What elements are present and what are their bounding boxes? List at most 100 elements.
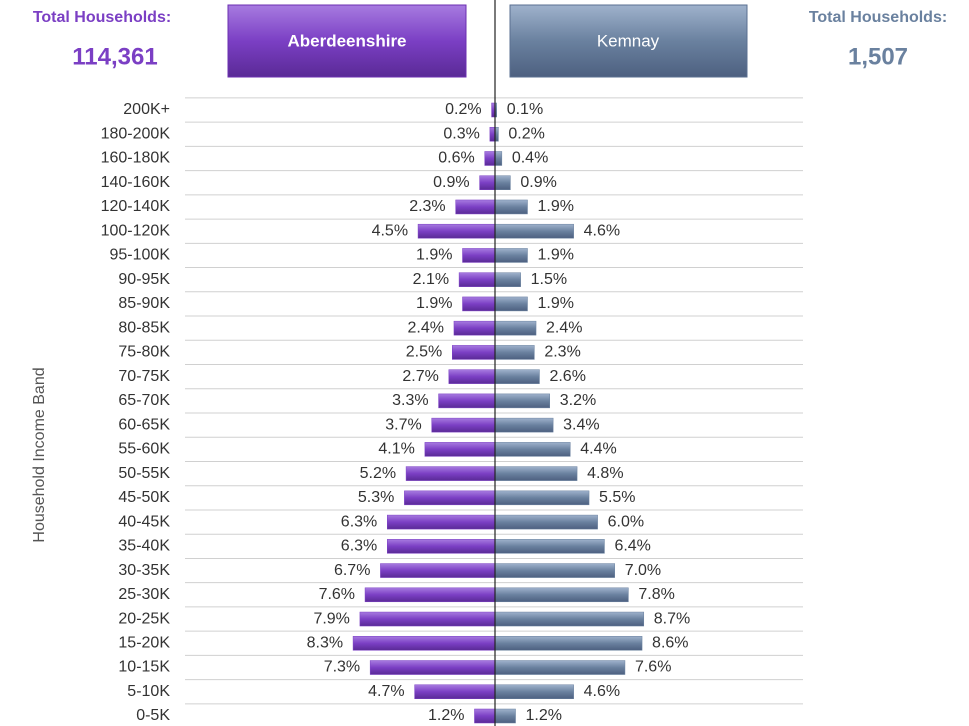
- value-label: 6.7%: [334, 562, 370, 579]
- bar: [431, 417, 496, 433]
- y-tick-label: 120-140K: [101, 198, 171, 215]
- y-tick-label: 90-95K: [118, 271, 170, 288]
- bar: [458, 272, 496, 287]
- value-label: 4.5%: [372, 222, 408, 239]
- value-label: 1.5%: [531, 271, 567, 288]
- bar: [489, 126, 496, 142]
- y-tick-label: 60-65K: [118, 416, 170, 433]
- y-tick-label: 35-40K: [118, 538, 170, 555]
- bar: [494, 611, 645, 627]
- bar: [387, 514, 496, 530]
- y-tick-label: 65-70K: [118, 392, 170, 409]
- y-tick-label: 180-200K: [101, 125, 171, 142]
- bar: [494, 369, 540, 384]
- bar: [494, 539, 605, 554]
- bar: [484, 151, 496, 166]
- value-label: 1.9%: [537, 198, 573, 215]
- bar: [455, 199, 496, 215]
- value-label: 3.3%: [392, 392, 428, 409]
- value-label: 7.9%: [313, 610, 349, 627]
- y-tick-label: 140-160K: [101, 174, 171, 191]
- value-label: 5.5%: [599, 489, 635, 506]
- y-tick-label: 95-100K: [110, 247, 171, 264]
- value-label: 2.1%: [413, 271, 449, 288]
- bar: [494, 563, 615, 578]
- value-label: 3.7%: [385, 416, 421, 433]
- y-tick-label: 75-80K: [118, 344, 170, 361]
- header-box: [509, 4, 748, 78]
- y-tick-label: 160-180K: [101, 150, 171, 167]
- value-label: 1.9%: [537, 295, 573, 312]
- y-tick-label: 40-45K: [118, 513, 170, 530]
- total-value: 114,361: [72, 43, 157, 70]
- bar: [494, 442, 571, 457]
- series-header: Aberdeenshire: [287, 31, 406, 50]
- value-label: 2.4%: [407, 319, 443, 336]
- bar: [414, 684, 496, 700]
- value-label: 2.4%: [546, 319, 582, 336]
- value-label: 7.8%: [638, 586, 674, 603]
- bar: [494, 345, 535, 360]
- bar: [494, 199, 528, 215]
- bar: [494, 514, 598, 530]
- bar: [417, 223, 496, 239]
- bar: [494, 466, 578, 481]
- value-label: 8.6%: [652, 634, 688, 651]
- value-label: 4.1%: [378, 441, 414, 458]
- value-label: 2.6%: [549, 368, 585, 385]
- bar: [494, 320, 537, 336]
- bar: [448, 369, 496, 384]
- value-label: 7.0%: [625, 562, 661, 579]
- value-label: 0.1%: [507, 101, 543, 118]
- total-value: 1,507: [848, 43, 908, 70]
- bar: [494, 660, 626, 675]
- value-label: 2.3%: [409, 198, 445, 215]
- bar: [494, 490, 590, 506]
- value-label: 1.9%: [416, 247, 452, 264]
- value-label: 0.4%: [512, 150, 548, 167]
- value-label: 4.6%: [584, 683, 620, 700]
- bar: [494, 393, 550, 409]
- header-box: [227, 4, 467, 78]
- bar: [424, 442, 496, 457]
- y-tick-label: 25-30K: [118, 586, 170, 603]
- value-label: 0.2%: [508, 125, 544, 142]
- bar: [494, 587, 629, 603]
- y-tick-label: 70-75K: [118, 368, 170, 385]
- value-label: 4.4%: [580, 441, 616, 458]
- y-tick-label: 85-90K: [118, 295, 170, 312]
- value-label: 7.3%: [324, 659, 360, 676]
- bar: [462, 296, 496, 312]
- bar: [494, 175, 511, 190]
- value-label: 5.2%: [360, 465, 396, 482]
- y-tick-label: 45-50K: [118, 489, 170, 506]
- y-tick-label: 15-20K: [118, 634, 170, 651]
- bar: [364, 587, 496, 603]
- bar: [438, 393, 496, 409]
- bar: [479, 175, 496, 190]
- y-tick-label: 100-120K: [101, 222, 171, 239]
- bar: [494, 296, 528, 312]
- bar: [474, 708, 496, 724]
- bar: [359, 611, 496, 627]
- value-label: 0.9%: [520, 174, 556, 191]
- value-label: 1.2%: [428, 707, 464, 724]
- value-label: 4.8%: [587, 465, 623, 482]
- bar: [380, 563, 496, 578]
- value-label: 2.5%: [406, 344, 442, 361]
- bar: [387, 539, 496, 554]
- value-label: 6.4%: [614, 538, 650, 555]
- bar: [494, 151, 503, 166]
- value-label: 8.7%: [654, 610, 690, 627]
- bar: [494, 684, 574, 700]
- bar: [494, 417, 554, 433]
- y-tick-label: 200K+: [123, 101, 170, 118]
- bar: [494, 248, 528, 263]
- y-tick-label: 80-85K: [118, 319, 170, 336]
- bar: [494, 708, 516, 724]
- value-label: 7.6%: [319, 586, 355, 603]
- value-label: 3.2%: [560, 392, 596, 409]
- y-tick-label: 55-60K: [118, 441, 170, 458]
- bar: [404, 490, 496, 506]
- total-caption: Total Households:: [33, 9, 171, 26]
